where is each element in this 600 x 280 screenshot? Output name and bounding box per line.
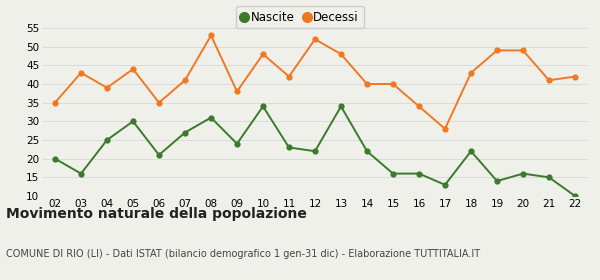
- Decessi: [52, 101, 59, 104]
- Nascite: [155, 153, 163, 157]
- Decessi: [442, 127, 449, 130]
- Decessi: [233, 90, 241, 93]
- Decessi: [259, 52, 266, 56]
- Text: COMUNE DI RIO (LI) - Dati ISTAT (bilancio demografico 1 gen-31 dic) - Elaborazio: COMUNE DI RIO (LI) - Dati ISTAT (bilanci…: [6, 249, 480, 259]
- Decessi: [208, 34, 215, 37]
- Decessi: [389, 82, 397, 86]
- Nascite: [77, 172, 85, 175]
- Line: Nascite: Nascite: [52, 103, 578, 199]
- Nascite: [364, 150, 371, 153]
- Nascite: [286, 146, 293, 149]
- Nascite: [493, 179, 500, 183]
- Decessi: [77, 71, 85, 74]
- Nascite: [520, 172, 527, 175]
- Nascite: [233, 142, 241, 145]
- Decessi: [181, 79, 188, 82]
- Decessi: [571, 75, 578, 78]
- Decessi: [130, 67, 137, 71]
- Decessi: [286, 75, 293, 78]
- Nascite: [442, 183, 449, 186]
- Decessi: [520, 49, 527, 52]
- Nascite: [103, 138, 110, 142]
- Text: Movimento naturale della popolazione: Movimento naturale della popolazione: [6, 207, 307, 221]
- Nascite: [467, 150, 475, 153]
- Decessi: [103, 86, 110, 89]
- Nascite: [545, 176, 553, 179]
- Decessi: [493, 49, 500, 52]
- Nascite: [337, 105, 344, 108]
- Nascite: [389, 172, 397, 175]
- Decessi: [155, 101, 163, 104]
- Legend: Nascite, Decessi: Nascite, Decessi: [236, 6, 364, 28]
- Nascite: [415, 172, 422, 175]
- Nascite: [208, 116, 215, 119]
- Nascite: [130, 120, 137, 123]
- Decessi: [364, 82, 371, 86]
- Nascite: [52, 157, 59, 160]
- Decessi: [311, 38, 319, 41]
- Decessi: [467, 71, 475, 74]
- Nascite: [571, 194, 578, 198]
- Decessi: [415, 105, 422, 108]
- Decessi: [545, 79, 553, 82]
- Nascite: [311, 150, 319, 153]
- Nascite: [181, 131, 188, 134]
- Line: Decessi: Decessi: [52, 32, 578, 132]
- Nascite: [259, 105, 266, 108]
- Decessi: [337, 52, 344, 56]
